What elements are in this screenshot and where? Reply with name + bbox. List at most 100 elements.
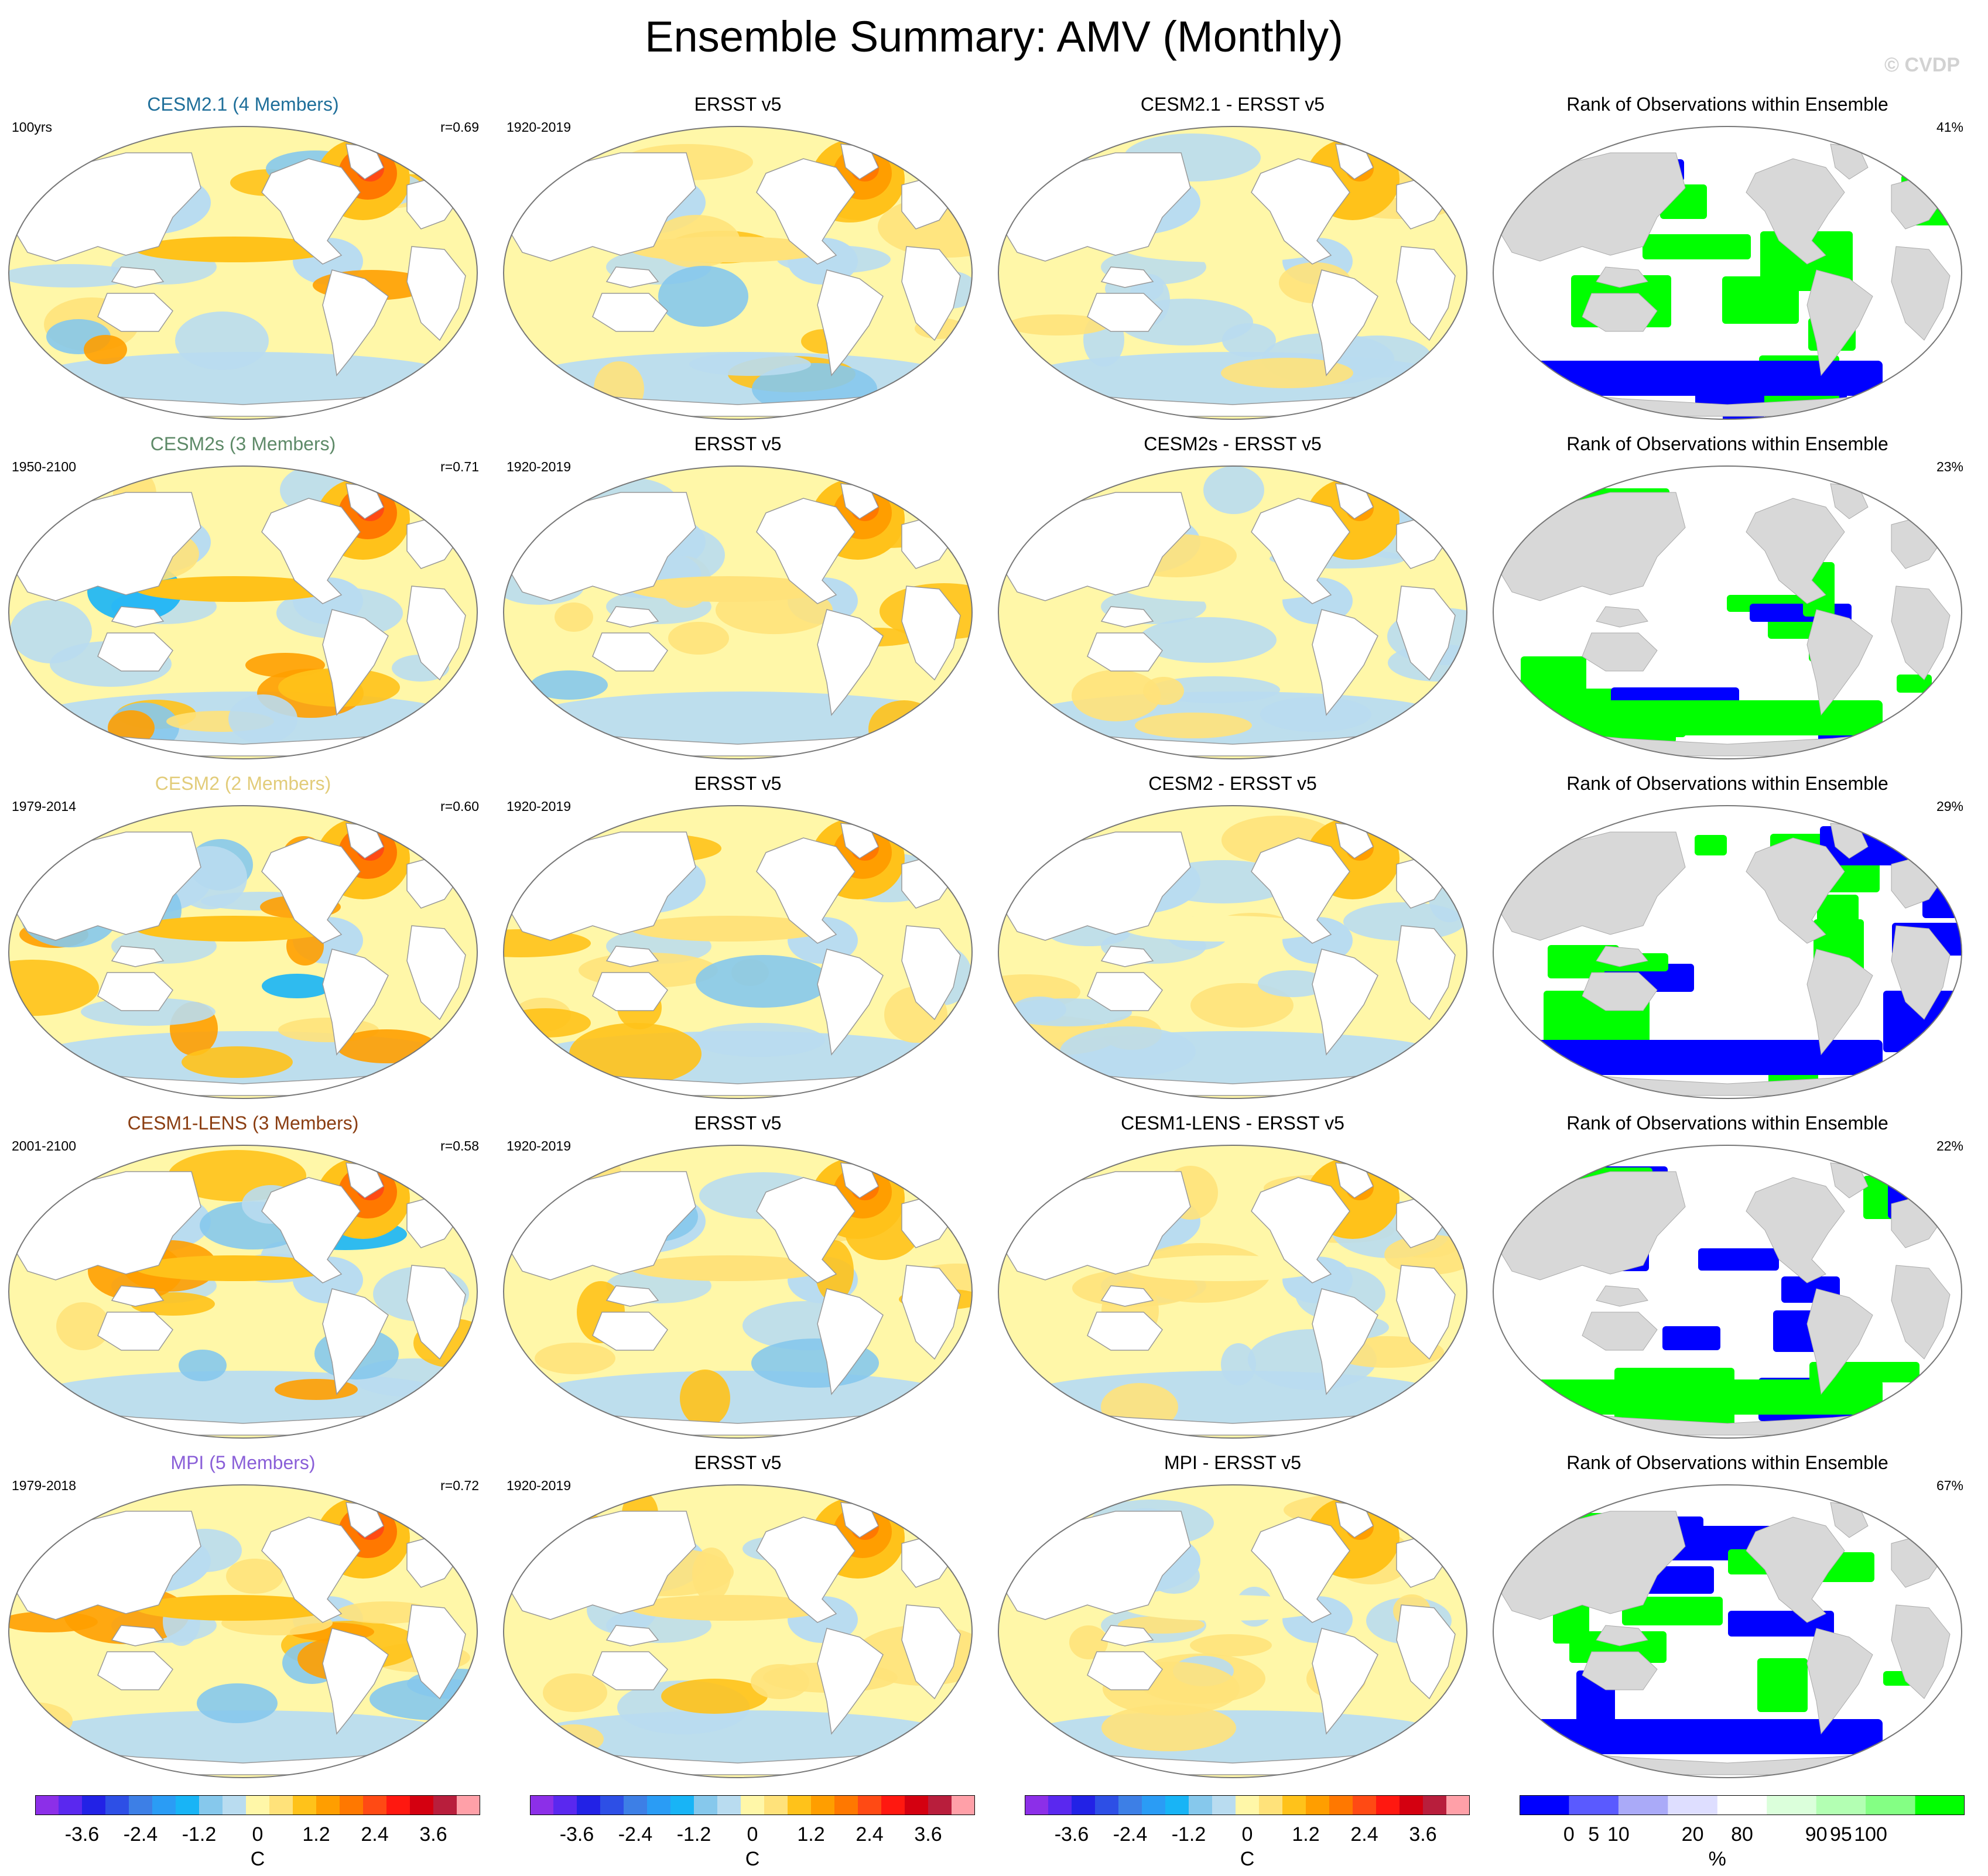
panel-title: ERSST v5 — [694, 773, 782, 794]
colorbar-tick: 5 — [1588, 1823, 1600, 1846]
panel-rank-5: Rank of Observations within Ensemble 67% — [1484, 1451, 1970, 1785]
colorbar-tick: 1.2 — [797, 1823, 825, 1846]
colorbar-swatch — [246, 1795, 270, 1815]
colorbar-swatch — [433, 1795, 457, 1815]
colorbar-tick: 0 — [252, 1823, 264, 1846]
colorbar-tick: 1.2 — [302, 1823, 330, 1846]
colorbar-swatch — [105, 1795, 129, 1815]
colorbar-tick: -1.2 — [182, 1823, 217, 1846]
panel-title: CESM2 (2 Members) — [155, 773, 331, 794]
panel-title: CESM2s - ERSST v5 — [1144, 433, 1322, 454]
obs-map-5 — [503, 1484, 973, 1778]
colorbar-swatch — [176, 1795, 200, 1815]
colorbar-swatch — [152, 1795, 176, 1815]
colorbar-swatch — [764, 1795, 788, 1815]
panel-period: 1920-2019 — [507, 1478, 571, 1493]
rank-map-5 — [1493, 1484, 1962, 1778]
colorbar-swatch — [1915, 1795, 1965, 1815]
pattern-correlation: r=0.69 — [440, 119, 479, 135]
pattern-correlation: r=0.60 — [440, 799, 479, 814]
colorbar-swatch — [553, 1795, 577, 1815]
panel-model-5: MPI (5 Members) 1979-2018 r=0.72 — [0, 1451, 486, 1785]
colorbar-swatch — [834, 1795, 858, 1815]
colorbar-swatch — [1376, 1795, 1400, 1815]
panel-diff-1: CESM2.1 - ERSST v5 — [990, 93, 1476, 426]
panel-diff-5: MPI - ERSST v5 — [990, 1451, 1476, 1785]
colorbar-swatch — [1618, 1795, 1668, 1815]
pattern-correlation: r=0.72 — [440, 1478, 479, 1493]
colorbar-swatch — [811, 1795, 835, 1815]
colorbar-diff: -3.6 -2.4 -1.2 0 1.2 2.4 3.6 C — [1025, 1795, 1470, 1871]
panel-obs-2: ERSST v5 1920-2019 — [495, 432, 981, 766]
rank-percent: 23% — [1936, 459, 1963, 474]
colorbar-swatch — [1446, 1795, 1470, 1815]
panel-period: 1950-2100 — [12, 459, 76, 474]
colorbar-swatch — [1236, 1795, 1260, 1815]
panel-title: MPI - ERSST v5 — [1164, 1452, 1302, 1473]
colorbar-tick: 3.6 — [914, 1823, 942, 1846]
colorbar-swatch — [717, 1795, 741, 1815]
colorbar-model: -3.6 -2.4 -1.2 0 1.2 2.4 3.6 C — [35, 1795, 480, 1871]
cvdp-watermark: © CVDP — [1884, 54, 1960, 76]
colorbar-swatch — [858, 1795, 882, 1815]
rank-percent: 67% — [1936, 1478, 1963, 1493]
panel-period: 1979-2018 — [12, 1478, 76, 1493]
panel-title: CESM1-LENS - ERSST v5 — [1121, 1112, 1344, 1134]
colorbar-swatch — [1520, 1795, 1569, 1815]
colorbar-swatch — [269, 1795, 293, 1815]
colorbar-swatch — [59, 1795, 83, 1815]
panel-obs-5: ERSST v5 1920-2019 — [495, 1451, 981, 1785]
obs-map-2 — [503, 465, 973, 759]
colorbar-swatch — [577, 1795, 601, 1815]
colorbar-tick: 1.2 — [1292, 1823, 1320, 1846]
panel-obs-1: ERSST v5 1920-2019 — [495, 93, 981, 426]
colorbar-swatch — [1816, 1795, 1866, 1815]
colorbar-swatch — [1095, 1795, 1119, 1815]
diff-map-3 — [998, 805, 1467, 1099]
colorbar-swatch — [928, 1795, 952, 1815]
rank-map-4 — [1493, 1145, 1962, 1439]
colorbar-swatch — [1282, 1795, 1306, 1815]
rank-map-2 — [1493, 465, 1962, 759]
colorbar-swatch — [386, 1795, 410, 1815]
colorbar-swatch — [1259, 1795, 1283, 1815]
panel-period: 1920-2019 — [507, 119, 571, 135]
panel-title: CESM2 - ERSST v5 — [1148, 773, 1317, 794]
panel-period: 2001-2100 — [12, 1138, 76, 1153]
colorbar-swatch — [129, 1795, 153, 1815]
diff-map-4 — [998, 1145, 1467, 1439]
panel-period: 100yrs — [12, 119, 53, 135]
panel-title: CESM2s (3 Members) — [150, 433, 336, 454]
model-map-1 — [8, 126, 478, 420]
colorbar-tick: 100 — [1854, 1823, 1887, 1846]
colorbar-tick: 10 — [1607, 1823, 1630, 1846]
colorbar-tick: -2.4 — [123, 1823, 158, 1846]
colorbar-tick: 2.4 — [1350, 1823, 1378, 1846]
colorbar-swatch — [952, 1795, 975, 1815]
colorbar-swatch — [1423, 1795, 1447, 1815]
colorbar-swatch — [1048, 1795, 1072, 1815]
pattern-correlation: r=0.71 — [440, 459, 479, 474]
panel-rank-4: Rank of Observations within Ensemble 22% — [1484, 1111, 1970, 1445]
colorbar-swatch — [670, 1795, 694, 1815]
colorbar-swatch — [1025, 1795, 1049, 1815]
colorbar-swatch — [1668, 1795, 1718, 1815]
colorbar-rank: 0 5 10 20 80 90 95 100% — [1520, 1795, 1965, 1871]
rank-percent: 29% — [1936, 799, 1963, 814]
colorbar-swatch — [647, 1795, 671, 1815]
panel-title: ERSST v5 — [694, 433, 782, 454]
colorbar-tick: 90 — [1805, 1823, 1828, 1846]
colorbar-obs: -3.6 -2.4 -1.2 0 1.2 2.4 3.6 C — [530, 1795, 975, 1871]
diff-map-2 — [998, 465, 1467, 759]
panel-title: CESM1-LENS (3 Members) — [127, 1112, 359, 1134]
panel-title: MPI (5 Members) — [170, 1452, 316, 1473]
colorbar-swatch — [1142, 1795, 1166, 1815]
colorbar-tick: 80 — [1731, 1823, 1753, 1846]
colorbar-swatch — [694, 1795, 718, 1815]
colorbar-tick: 0 — [747, 1823, 758, 1846]
obs-map-3 — [503, 805, 973, 1099]
colorbar-tick: 2.4 — [856, 1823, 884, 1846]
colorbar-unit: C — [250, 1848, 265, 1870]
colorbar-tick: -3.6 — [1054, 1823, 1089, 1846]
colorbar-swatch — [788, 1795, 812, 1815]
